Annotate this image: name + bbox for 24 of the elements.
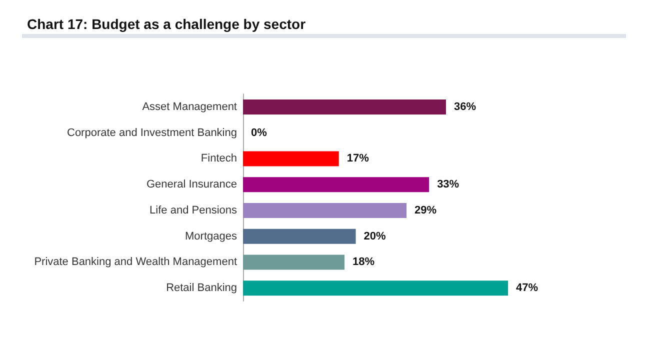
y-tick-label: Retail Banking — [166, 282, 237, 294]
y-tick-label: Asset Management — [142, 100, 237, 113]
y-tick-label: Fintech — [200, 152, 237, 165]
bar — [243, 254, 344, 270]
bar — [243, 177, 430, 192]
bar — [243, 202, 407, 218]
y-tick-label: Corporate and Investment Banking — [67, 126, 237, 139]
data-label: 36% — [454, 100, 476, 113]
bar — [243, 228, 356, 244]
chart-title: Chart 17: Budget as a challenge by sector — [27, 16, 306, 32]
bar — [243, 99, 446, 114]
data-label: 20% — [364, 230, 386, 242]
data-label: 18% — [352, 256, 375, 268]
data-label: 17% — [346, 152, 370, 165]
y-tick-label: Life and Pensions — [150, 204, 238, 216]
data-label: 47% — [516, 282, 538, 294]
y-tick-label: Mortgages — [185, 230, 238, 242]
y-tick-label: General Insurance — [146, 178, 237, 191]
bar — [243, 280, 508, 296]
data-label: 33% — [437, 178, 460, 191]
data-label: 29% — [414, 204, 437, 216]
bar — [243, 151, 339, 166]
y-tick-label: Private Banking and Wealth Management — [34, 256, 237, 268]
data-label: 0% — [251, 126, 268, 139]
